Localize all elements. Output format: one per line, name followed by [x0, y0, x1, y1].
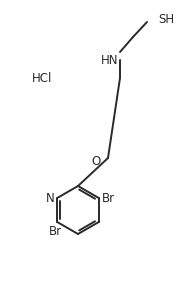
Text: Br: Br — [49, 225, 62, 238]
Text: O: O — [92, 155, 101, 168]
Text: N: N — [46, 191, 54, 205]
Text: HCl: HCl — [32, 71, 52, 84]
Text: Br: Br — [102, 191, 115, 205]
Text: HN: HN — [101, 54, 118, 67]
Text: SH: SH — [158, 13, 174, 26]
